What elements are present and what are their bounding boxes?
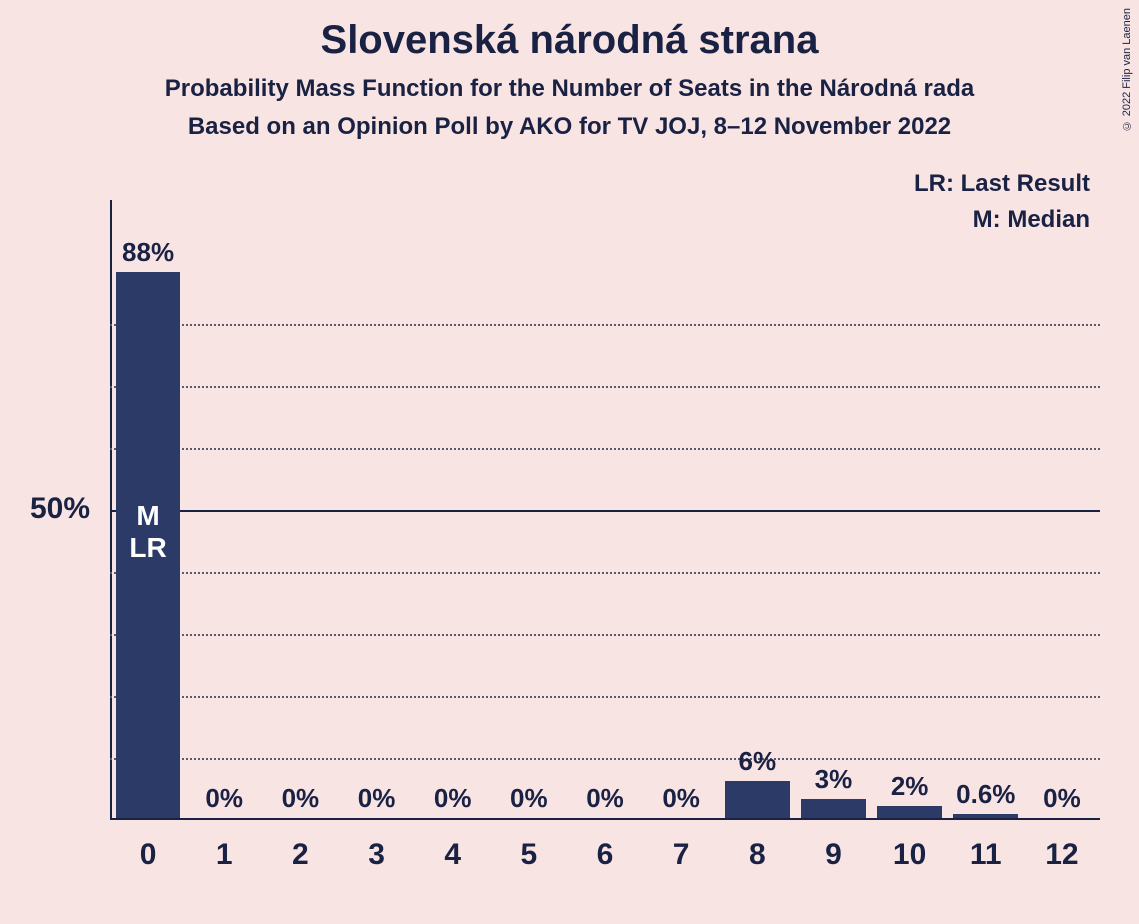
x-tick-label: 1	[216, 838, 233, 872]
x-tick-label: 6	[597, 838, 614, 872]
gridline-reference	[110, 510, 1100, 512]
bar-value-label: 0%	[662, 783, 700, 814]
legend-m: M: Median	[973, 206, 1090, 234]
bar-value-label: 0%	[1043, 783, 1081, 814]
x-tick-label: 4	[444, 838, 461, 872]
x-axis	[110, 818, 1100, 820]
bar-value-label: 2%	[891, 771, 929, 802]
chart-subtitle-2: Based on an Opinion Poll by AKO for TV J…	[0, 113, 1139, 141]
bar-value-label: 0.6%	[956, 779, 1015, 810]
y-axis-label-50: 50%	[30, 492, 90, 526]
gridline	[110, 324, 1100, 326]
x-tick-label: 3	[368, 838, 385, 872]
gridline	[110, 758, 1100, 760]
gridline	[110, 572, 1100, 574]
plot-area: 88%0%0%0%0%0%0%0%6%3%2%0.6%0% MLR LR: La…	[110, 200, 1100, 820]
bar-value-label: 3%	[815, 764, 853, 795]
x-tick-label: 5	[521, 838, 538, 872]
bar-value-label: 88%	[122, 237, 174, 268]
bar-value-label: 0%	[510, 783, 548, 814]
median-last-result-marker: MLR	[129, 500, 166, 564]
bar	[953, 814, 1018, 818]
bar-value-label: 0%	[282, 783, 320, 814]
x-tick-label: 8	[749, 838, 766, 872]
gridline	[110, 696, 1100, 698]
x-tick-label: 2	[292, 838, 309, 872]
pmf-chart: Slovenská národná strana Probability Mas…	[0, 0, 1139, 924]
x-tick-label: 7	[673, 838, 690, 872]
x-tick-label: 11	[970, 838, 1002, 872]
x-tick-label: 12	[1045, 838, 1078, 872]
x-tick-label: 0	[140, 838, 157, 872]
copyright-notice: © 2022 Filip van Laenen	[1121, 8, 1133, 131]
chart-title: Slovenská národná strana	[0, 0, 1139, 63]
bar-value-label: 6%	[739, 746, 777, 777]
legend-lr: LR: Last Result	[914, 170, 1090, 198]
chart-subtitle-1: Probability Mass Function for the Number…	[0, 75, 1139, 103]
gridline	[110, 634, 1100, 636]
bar	[725, 781, 790, 818]
gridline	[110, 386, 1100, 388]
bar	[801, 799, 866, 818]
gridline	[110, 448, 1100, 450]
bar-value-label: 0%	[434, 783, 472, 814]
x-tick-label: 10	[893, 838, 926, 872]
bar	[877, 806, 942, 818]
bar-value-label: 0%	[205, 783, 243, 814]
bar-value-label: 0%	[586, 783, 624, 814]
x-tick-label: 9	[825, 838, 842, 872]
bar-value-label: 0%	[358, 783, 396, 814]
